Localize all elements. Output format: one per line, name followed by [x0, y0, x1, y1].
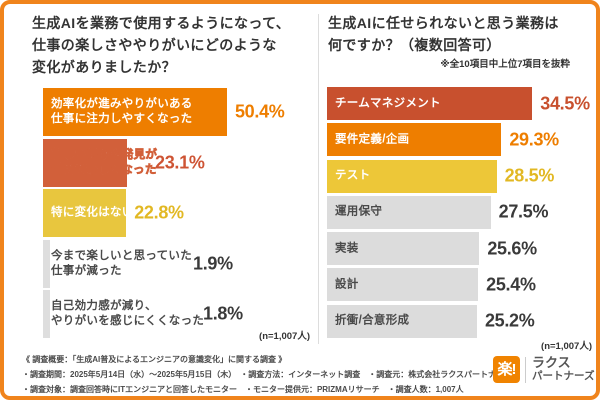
bar-row: チームマネジメント 34.5%: [327, 87, 593, 120]
bar-label: チームマネジメント: [335, 97, 441, 109]
rakus-logo-icon: 楽!: [493, 356, 520, 383]
survey-overview: 《 調査概要：「生成AI普及によるエンジニアの意識変化」に関する調査 》 ・調査…: [22, 352, 512, 397]
bar-percent-value: 29.3%: [509, 129, 559, 150]
bar: [43, 239, 50, 288]
bar-label: テスト: [335, 169, 371, 182]
bar-percent-value: 25.4%: [486, 274, 536, 295]
left-bar-chart: 効率化が進みやりがいある 仕事に注力しやすくなった 50.4% 新しい学びや発見が …: [43, 88, 313, 341]
bar: [43, 138, 128, 187]
bar-label: 実装: [335, 242, 359, 255]
bar: [327, 159, 497, 193]
bar-row: 効率化が進みやりがいある 仕事に注力しやすくなった 50.4%: [43, 88, 313, 136]
bar-percent-value: 27.5%: [498, 201, 549, 222]
survey-overview-line: 《 調査概要：「生成AI普及によるエンジニアの意識変化」に関する調査 》: [22, 355, 287, 364]
bar-row: 折衝/合意形成 25.2%: [327, 304, 593, 338]
bar-percent-value: 50.4%: [234, 101, 285, 122]
company-logo: 楽! ラクス パートナーズ: [493, 356, 594, 383]
bar: [327, 304, 477, 338]
bar: [43, 88, 227, 136]
bar-label: 特に変化はない: [51, 206, 134, 219]
bar: [43, 189, 127, 238]
bar-percent-value: 23.1%: [155, 152, 205, 173]
bar-row: 要件定義/企画 29.3%: [327, 123, 593, 157]
bar-label: 自己効力感が減り、 やりがいを感じにくくなった: [51, 300, 205, 328]
bar: [327, 123, 502, 157]
logo-name-line2: パートナーズ: [532, 370, 595, 382]
panel-divider: [318, 14, 319, 344]
survey-overview-line: ・調査対象：調査回答時にITエンジニアと回答したモニター ・モニター提供元：PR…: [22, 385, 464, 394]
right-sample-size: (n=1,007人): [541, 341, 592, 352]
left-sample-size: (n=1,007人): [259, 331, 310, 342]
bar-percent-value: 34.5%: [540, 93, 590, 113]
right-bar-chart: チームマネジメント 34.5% 要件定義/企画 29.3% テスト 28.5% 運用保守 27…: [327, 87, 593, 341]
bar-label: 効率化が進みやりがいある 仕事に注力しやすくなった: [51, 98, 193, 125]
left-chart-title: 生成AIを業務で使用するようになって、 仕事の楽しさややりがいにどのような 変化…: [32, 15, 291, 75]
bar-percent-value: 22.8%: [134, 202, 184, 223]
bar-row: テスト 28.5%: [327, 159, 593, 193]
bar-percent-value: 25.2%: [484, 310, 535, 331]
bar: [327, 195, 491, 229]
bar: [43, 290, 50, 339]
bar-percent-value: 1.8%: [203, 303, 243, 324]
bar-row: 新しい学びや発見が 増えて楽しくなった 23.1%: [43, 138, 313, 187]
bar-percent-value: 25.6%: [487, 238, 537, 259]
survey-overview-line: ・調査期間：2025年5月14日（水）〜2025年5月15日（木） ・調査方法：…: [22, 370, 512, 379]
logo-divider: [525, 356, 526, 383]
bar-row: 運用保守 27.5%: [327, 195, 593, 229]
bar-label: 新しい学びや発見が 増えて楽しくなった: [51, 148, 158, 176]
logo-name-line1: ラクス: [532, 355, 571, 370]
bar-row: 設計 25.4%: [327, 268, 593, 302]
bar-row: 実装 25.6%: [327, 232, 593, 266]
bar-label: 運用保守: [335, 205, 383, 218]
bar: [327, 268, 479, 302]
bar-label: 要件定義/企画: [335, 133, 410, 146]
bar: [327, 232, 480, 266]
bar-row: 特に変化はない 22.8%: [43, 189, 313, 238]
bar-percent-value: 1.9%: [193, 253, 233, 274]
right-chart-title: 生成AIに任せられないと思う業務は 何ですか？（複数回答可）: [328, 15, 559, 53]
bar-row: 自己効力感が減り、 やりがいを感じにくくなった 1.8%: [43, 290, 313, 339]
right-chart-note: ※全10項目中上位7項目を抜粋: [440, 59, 570, 70]
bar: [327, 87, 533, 120]
bar-row: 今まで楽しいと思っていた 仕事が減った 1.9%: [43, 239, 313, 288]
bar-label: 今まで楽しいと思っていた 仕事が減った: [51, 249, 193, 277]
bar-percent-value: 28.5%: [504, 165, 555, 186]
bar-label: 設計: [335, 278, 359, 291]
logo-text: ラクス パートナーズ: [532, 356, 594, 383]
bar-label: 折衝/合意形成: [335, 314, 410, 327]
